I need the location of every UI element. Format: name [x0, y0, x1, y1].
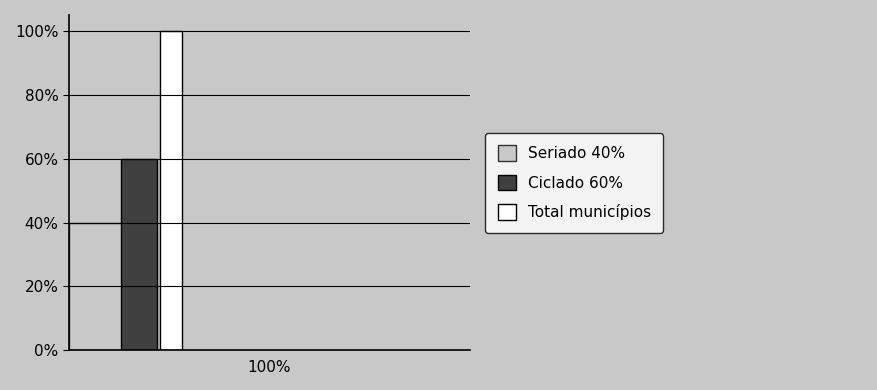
- Bar: [69, 223, 141, 350]
- Bar: [121, 159, 157, 350]
- Legend: Seriado 40%, Ciclado 60%, Total municípios: Seriado 40%, Ciclado 60%, Total municípi…: [485, 133, 664, 232]
- Bar: [160, 31, 182, 350]
